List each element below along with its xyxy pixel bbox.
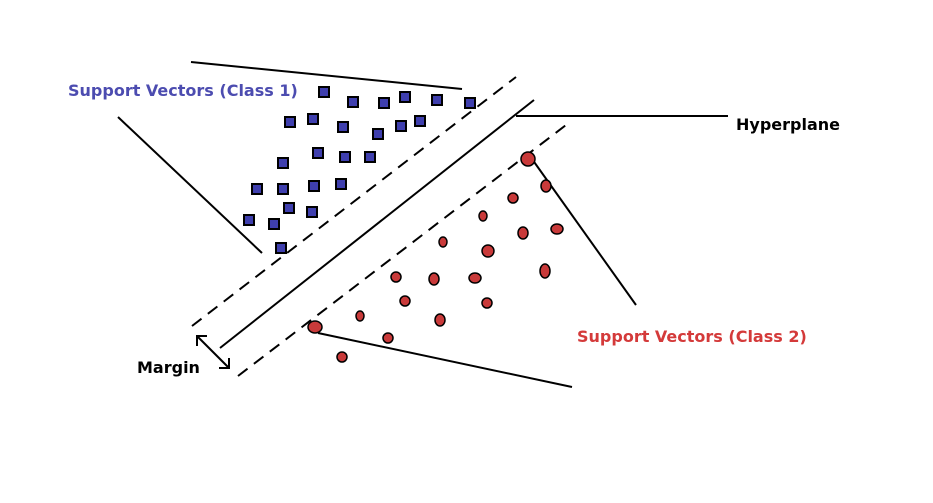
circle-icon <box>307 320 323 334</box>
circle-icon <box>540 179 552 193</box>
square-icon <box>335 178 347 190</box>
circle-icon <box>428 272 440 286</box>
square-icon <box>251 183 263 195</box>
square-icon <box>275 242 287 254</box>
square-icon <box>431 94 443 106</box>
square-icon <box>414 115 426 127</box>
label-hyperplane: Hyperplane <box>736 115 840 134</box>
circle-icon <box>539 263 551 279</box>
class1-top-line <box>190 61 463 90</box>
square-icon <box>339 151 351 163</box>
square-icon <box>306 206 318 218</box>
square-icon <box>284 116 296 128</box>
square-icon <box>312 147 324 159</box>
circle-icon <box>390 271 402 283</box>
circle-icon <box>520 151 536 167</box>
circle-icon <box>468 272 482 284</box>
circle-icon <box>481 297 493 309</box>
label-margin: Margin <box>137 358 200 377</box>
square-icon <box>283 202 295 214</box>
square-icon <box>378 97 390 109</box>
margin-line-class2 <box>237 124 567 377</box>
circle-icon <box>355 310 365 322</box>
circle-icon <box>438 236 448 248</box>
circle-icon <box>481 244 495 258</box>
label-support-vectors-class1: Support Vectors (Class 1) <box>68 81 298 100</box>
circle-icon <box>399 295 411 307</box>
circle-icon <box>478 210 488 222</box>
circle-icon <box>507 192 519 204</box>
square-icon <box>464 97 476 109</box>
square-icon <box>318 86 330 98</box>
square-icon <box>399 91 411 103</box>
square-icon <box>337 121 349 133</box>
class2-points <box>307 151 564 363</box>
square-icon <box>308 180 320 192</box>
circle-icon <box>550 223 564 235</box>
square-icon <box>277 157 289 169</box>
square-icon <box>364 151 376 163</box>
square-icon <box>268 218 280 230</box>
double-arrow-icon <box>196 335 230 369</box>
square-icon <box>347 96 359 108</box>
margin-line-class1 <box>191 76 517 327</box>
square-icon <box>395 120 407 132</box>
class1-pointer-line <box>117 116 263 254</box>
hyperplane-line <box>219 99 535 349</box>
circle-icon <box>336 351 348 363</box>
square-icon <box>243 214 255 226</box>
square-icon <box>277 183 289 195</box>
class1-points <box>243 86 476 254</box>
circle-icon <box>382 332 394 344</box>
square-icon <box>307 113 319 125</box>
class2-bottom-line <box>317 332 573 388</box>
circle-icon <box>434 313 446 327</box>
label-support-vectors-class2: Support Vectors (Class 2) <box>577 327 807 346</box>
circle-icon <box>517 226 529 240</box>
square-icon <box>372 128 384 140</box>
